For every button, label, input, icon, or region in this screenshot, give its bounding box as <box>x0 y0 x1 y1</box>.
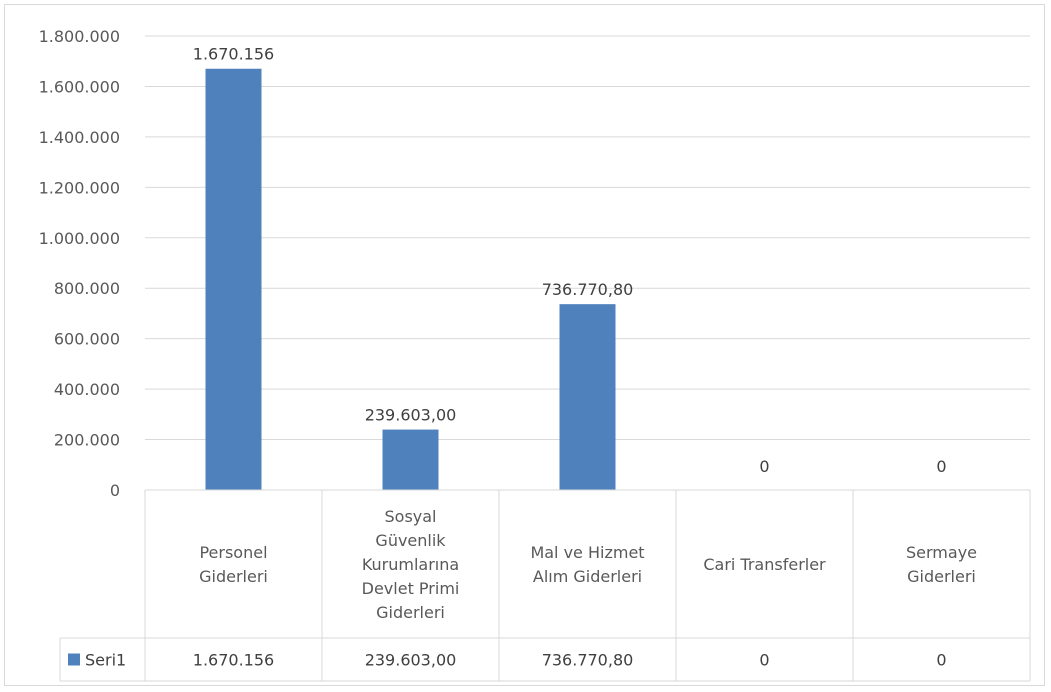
bar <box>205 68 262 490</box>
category-label: Mal ve Hizmet Alım Giderleri <box>530 543 644 586</box>
data-label: 0 <box>936 457 946 476</box>
y-tick-label: 400.000 <box>54 380 120 399</box>
table-value: 0 <box>936 651 946 670</box>
y-tick-label: 1.600.000 <box>39 77 120 96</box>
y-tick-label: 800.000 <box>54 279 120 298</box>
category-label: Sermaye Giderleri <box>906 543 977 586</box>
y-axis-ticks: 0 200.000 400.000 600.000 800.000 1.000.000 1.… <box>39 27 120 500</box>
legend-series-name: Seri1 <box>85 651 126 670</box>
y-tick-label: 1.400.000 <box>39 128 120 147</box>
data-label: 736.770,80 <box>542 280 634 299</box>
y-tick-label: 1.000.000 <box>39 229 120 248</box>
y-tick-label: 1.200.000 <box>39 178 120 197</box>
table-value: 1.670.156 <box>193 651 274 670</box>
bars <box>205 68 616 490</box>
data-table: Personel Giderleri 1.670.156 Sosyal Güvenlik… <box>59 489 1031 682</box>
table-value: 239.603,00 <box>365 651 457 670</box>
table-value: 0 <box>759 651 769 670</box>
category-label: Cari Transferler <box>703 555 826 574</box>
bar <box>559 304 616 490</box>
data-label: 0 <box>759 457 769 476</box>
data-label: 1.670.156 <box>193 45 274 64</box>
y-tick-label: 0 <box>110 481 120 500</box>
bar <box>382 429 439 490</box>
y-tick-label: 200.000 <box>54 431 120 450</box>
category-label: Sosyal Güvenlik Kurumlarına Devlet Primi Gid… <box>362 507 460 622</box>
chart-frame <box>4 4 1045 686</box>
data-label: 239.603,00 <box>365 406 457 425</box>
table-value: 736.770,80 <box>542 651 634 670</box>
gridlines <box>145 35 1030 441</box>
category-label: Personel Giderleri <box>199 543 268 586</box>
legend-key <box>68 653 80 666</box>
y-tick-label: 1.800.000 <box>39 27 120 46</box>
y-tick-label: 600.000 <box>54 330 120 349</box>
data-labels: 1.670.156 239.603,00 736.770,80 0 0 <box>193 45 947 476</box>
